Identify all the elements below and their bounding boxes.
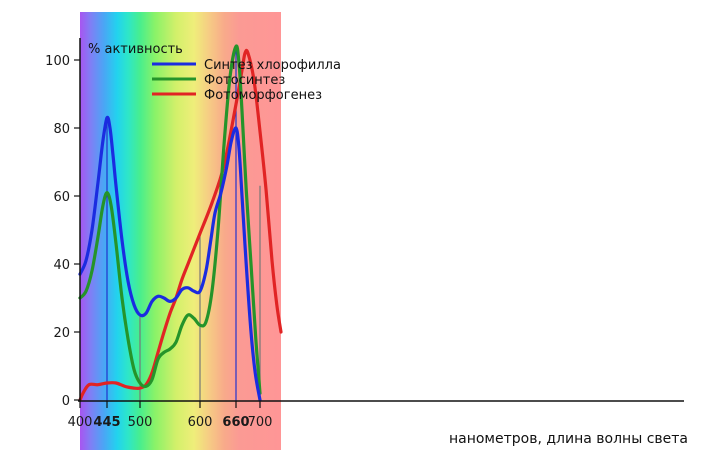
series-lines — [78, 44, 283, 402]
x-tick-label-660: 660 — [222, 415, 249, 430]
y-tick-label: 0 — [62, 394, 70, 409]
legend-label-1: Фотосинтез — [204, 73, 285, 88]
y-tick-label: 40 — [53, 258, 70, 273]
y-axis-title: % активность — [88, 42, 183, 57]
y-tick-label: 20 — [53, 326, 70, 341]
x-tick-label-400: 400 — [68, 415, 93, 430]
y-tick-label: 80 — [53, 122, 70, 137]
x-tick-label-600: 600 — [188, 415, 213, 430]
series-line-2 — [78, 48, 283, 402]
x-axis-label: нанометров, длина волны света — [449, 431, 688, 447]
legend-label-2: Фотоморфогенез — [204, 88, 322, 103]
x-tick-label-700: 700 — [248, 415, 273, 430]
y-ticks: 0 20 40 60 80 100 — [45, 54, 80, 409]
y-tick-label: 100 — [45, 54, 70, 69]
series-line-0 — [78, 115, 262, 402]
x-tick-label-445: 445 — [93, 415, 120, 430]
series-line-1 — [78, 44, 262, 395]
x-tick-label-500: 500 — [128, 415, 153, 430]
legend: Синтез хлорофиллаФотосинтезФотоморфогене… — [152, 58, 341, 103]
legend-label-0: Синтез хлорофилла — [204, 58, 341, 73]
y-tick-label: 60 — [53, 190, 70, 205]
